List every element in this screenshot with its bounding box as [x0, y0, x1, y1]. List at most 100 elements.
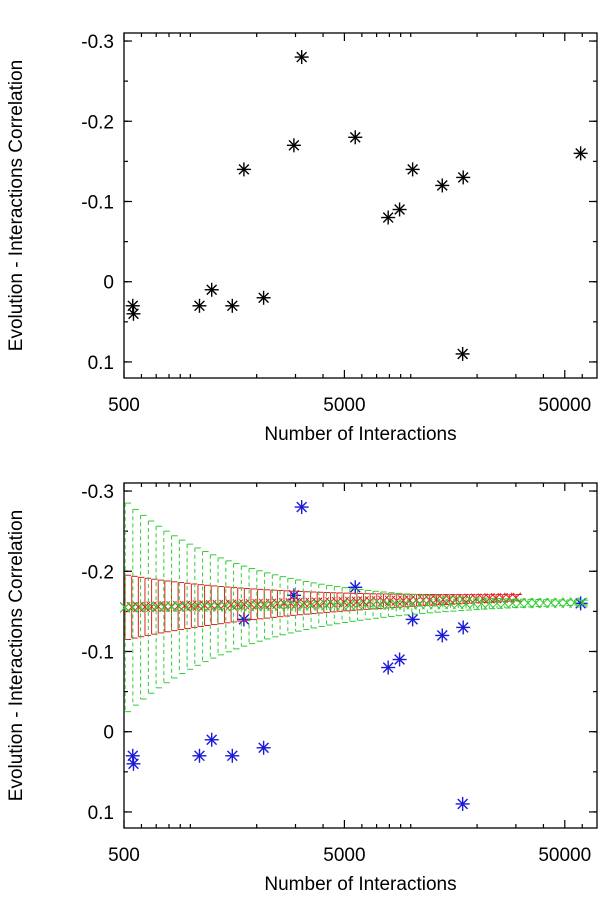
mean-marker — [367, 599, 379, 611]
plot-frame — [123, 482, 598, 829]
data-point — [192, 748, 207, 763]
data-point — [381, 210, 396, 225]
data-point — [126, 756, 141, 771]
mean-marker — [522, 597, 534, 609]
series-0 — [125, 500, 588, 811]
error-bar — [240, 565, 248, 647]
mean-marker — [421, 598, 433, 610]
y-tick-label: 0.1 — [88, 803, 114, 824]
mean-marker — [166, 601, 177, 613]
x-axis-label: Number of Interactions — [264, 874, 456, 895]
error-bar — [326, 584, 333, 626]
error-bar — [264, 572, 271, 640]
mean-marker — [228, 600, 239, 612]
mean-marker — [359, 599, 371, 611]
y-tick-label: -0.1 — [81, 642, 114, 663]
data-point — [573, 146, 588, 161]
x-tick-label: 50000 — [538, 395, 591, 416]
data-point — [456, 620, 471, 635]
error-bar — [202, 550, 209, 663]
data-point — [294, 50, 309, 65]
data-point — [294, 500, 309, 515]
error-bar — [473, 597, 480, 611]
series-0 — [125, 50, 588, 361]
mean-marker — [313, 599, 325, 611]
mean-marker — [127, 601, 139, 613]
mean-marker — [398, 599, 410, 610]
error-bar — [481, 597, 488, 610]
y-tick-label: -0.3 — [81, 32, 114, 53]
error-bar — [333, 586, 341, 625]
data-point — [405, 612, 420, 627]
error-bar — [388, 592, 395, 617]
y-tick-label: 0 — [103, 273, 114, 294]
mean-marker — [344, 599, 356, 611]
mean-marker — [220, 600, 232, 612]
mean-marker — [414, 598, 425, 610]
mean-marker — [561, 597, 573, 609]
mean-marker — [158, 601, 170, 613]
mean-marker — [499, 598, 511, 609]
mean-marker — [251, 600, 263, 612]
mean-marker — [305, 600, 317, 611]
mean-marker — [321, 599, 332, 611]
error-bar — [163, 530, 170, 684]
data-point — [236, 162, 251, 177]
mean-marker — [142, 601, 154, 613]
mean-marker — [336, 599, 348, 611]
data-point — [225, 748, 240, 763]
error-bar — [217, 557, 225, 656]
mean-marker — [483, 598, 495, 609]
mean-marker — [282, 600, 294, 612]
mean-marker — [189, 601, 201, 612]
error-bar — [465, 596, 473, 611]
mean-marker — [181, 601, 193, 613]
data-point — [225, 298, 240, 313]
error-bar — [279, 576, 287, 636]
data-point — [348, 580, 363, 595]
mean-marker — [266, 600, 278, 612]
error-bar — [186, 543, 194, 670]
mean-marker — [328, 599, 340, 611]
mean-marker — [259, 600, 270, 612]
mean-marker — [197, 601, 208, 612]
x-tick-label: 500 — [108, 395, 140, 416]
mean-marker — [437, 598, 449, 610]
y-tick-label: -0.1 — [81, 192, 114, 213]
error-bar — [124, 502, 132, 713]
mean-marker — [235, 600, 247, 612]
y-tick-label: -0.2 — [81, 562, 114, 583]
mean-marker — [545, 597, 557, 609]
mean-marker — [530, 597, 542, 609]
error-bar — [124, 574, 132, 640]
y-axis-label: Evolution - Interactions Correlation — [6, 510, 27, 801]
plot-frame — [123, 32, 598, 379]
error-bar — [372, 590, 380, 619]
mean-marker — [445, 598, 456, 610]
x-tick-label: 50000 — [538, 845, 591, 866]
data-point — [405, 162, 420, 177]
mean-marker — [491, 598, 503, 609]
error-bar — [295, 579, 302, 632]
y-tick-label: 0.1 — [88, 353, 114, 374]
mean-marker — [204, 601, 216, 612]
y-tick-label: -0.3 — [81, 482, 114, 503]
data-point — [435, 178, 450, 193]
mean-marker — [576, 597, 588, 608]
data-point — [455, 346, 470, 361]
y-tick-label: 0 — [103, 723, 114, 744]
mean-marker — [390, 599, 402, 610]
mean-marker — [569, 597, 580, 608]
data-point — [392, 652, 407, 667]
mean-marker — [243, 600, 255, 612]
chart-top: -0.3 -0.2 -0.1 0 0.1 500 5000 50000 Number of In… — [6, 32, 598, 445]
mean-marker — [119, 602, 131, 613]
mean-marker — [429, 598, 441, 610]
data-point — [456, 170, 471, 185]
error-bar — [457, 596, 465, 612]
error-bar — [132, 508, 139, 706]
error-bar — [287, 577, 294, 634]
data-point — [192, 298, 207, 313]
mean-marker — [375, 599, 387, 611]
